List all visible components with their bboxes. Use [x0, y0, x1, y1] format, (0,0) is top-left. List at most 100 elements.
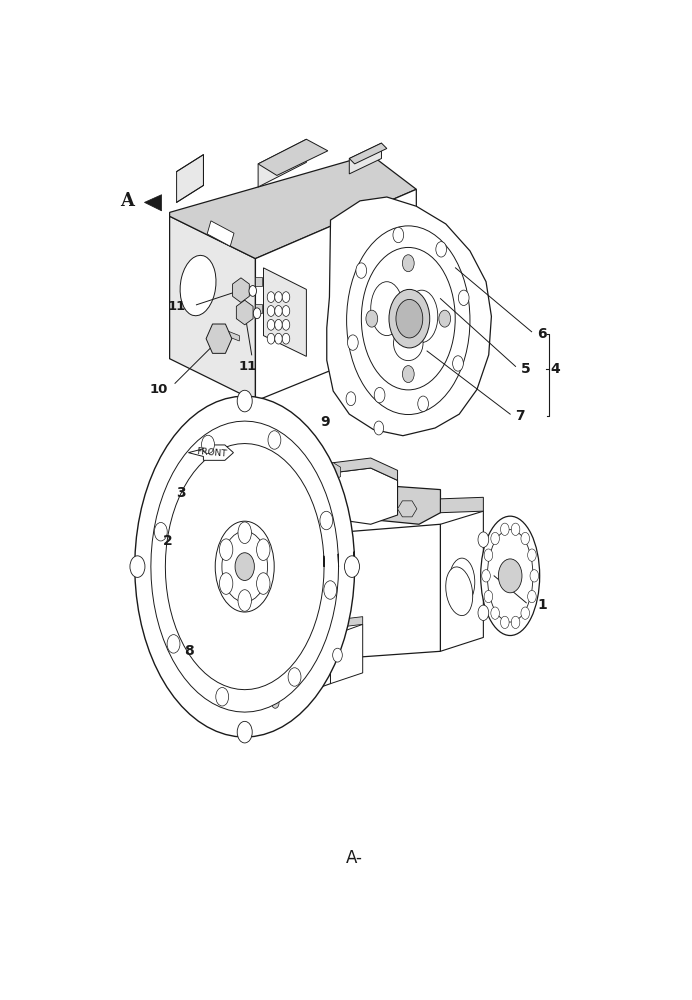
Polygon shape: [151, 421, 338, 712]
Circle shape: [268, 431, 281, 449]
Circle shape: [396, 299, 423, 338]
Circle shape: [275, 333, 282, 344]
Polygon shape: [176, 155, 203, 202]
Circle shape: [374, 387, 385, 403]
Polygon shape: [170, 216, 255, 401]
Polygon shape: [250, 628, 295, 696]
Circle shape: [237, 390, 252, 412]
Circle shape: [402, 366, 415, 383]
Polygon shape: [258, 139, 307, 187]
Circle shape: [205, 657, 212, 667]
Polygon shape: [231, 514, 277, 640]
Polygon shape: [233, 278, 249, 302]
Circle shape: [402, 255, 415, 272]
Polygon shape: [218, 507, 277, 663]
Circle shape: [275, 319, 282, 330]
Polygon shape: [326, 463, 340, 481]
Text: 9: 9: [320, 415, 329, 429]
Ellipse shape: [361, 247, 455, 390]
Circle shape: [154, 522, 167, 541]
Circle shape: [299, 660, 309, 674]
Circle shape: [511, 616, 520, 629]
Polygon shape: [397, 501, 417, 517]
Circle shape: [482, 570, 491, 582]
Circle shape: [235, 553, 255, 580]
Polygon shape: [441, 497, 483, 513]
Circle shape: [478, 532, 489, 547]
Ellipse shape: [406, 290, 438, 343]
Ellipse shape: [219, 539, 233, 560]
Polygon shape: [291, 468, 397, 524]
Circle shape: [237, 721, 252, 743]
Ellipse shape: [180, 255, 216, 316]
Polygon shape: [331, 624, 363, 684]
Circle shape: [267, 333, 275, 344]
Circle shape: [491, 607, 500, 619]
Text: 4: 4: [550, 362, 560, 376]
Ellipse shape: [347, 226, 470, 415]
Circle shape: [498, 559, 522, 593]
Text: 7: 7: [516, 409, 525, 423]
Circle shape: [418, 396, 428, 411]
Circle shape: [267, 319, 275, 330]
Circle shape: [249, 286, 257, 296]
Polygon shape: [295, 636, 331, 696]
Circle shape: [275, 306, 282, 316]
Circle shape: [530, 570, 538, 582]
Circle shape: [393, 227, 403, 243]
Circle shape: [374, 421, 383, 435]
Circle shape: [130, 556, 145, 577]
Ellipse shape: [487, 530, 533, 622]
Polygon shape: [331, 617, 363, 628]
Polygon shape: [327, 197, 491, 436]
Circle shape: [271, 698, 279, 708]
Ellipse shape: [238, 590, 251, 611]
Ellipse shape: [449, 558, 475, 606]
Circle shape: [527, 549, 536, 561]
Circle shape: [253, 671, 263, 685]
Ellipse shape: [481, 516, 540, 636]
Polygon shape: [295, 628, 331, 638]
Polygon shape: [255, 277, 262, 286]
Circle shape: [216, 688, 228, 706]
Polygon shape: [264, 268, 307, 356]
Circle shape: [253, 308, 261, 319]
Text: 11: 11: [238, 360, 257, 373]
Text: 5: 5: [521, 362, 531, 376]
Polygon shape: [218, 478, 441, 537]
Polygon shape: [188, 445, 233, 460]
Circle shape: [366, 310, 378, 327]
Polygon shape: [255, 304, 262, 313]
Polygon shape: [349, 143, 381, 174]
Circle shape: [237, 569, 247, 583]
Text: 11: 11: [167, 300, 185, 313]
Polygon shape: [206, 324, 232, 353]
Circle shape: [491, 532, 500, 545]
Text: 2: 2: [163, 534, 172, 548]
Polygon shape: [258, 139, 328, 175]
Circle shape: [347, 335, 358, 350]
Circle shape: [453, 356, 464, 371]
Ellipse shape: [222, 531, 268, 602]
Circle shape: [282, 306, 290, 316]
Polygon shape: [228, 331, 239, 341]
Circle shape: [282, 319, 290, 330]
Circle shape: [267, 292, 275, 302]
Ellipse shape: [215, 521, 274, 612]
Circle shape: [389, 289, 430, 348]
Polygon shape: [145, 195, 162, 211]
Circle shape: [167, 635, 180, 653]
Polygon shape: [237, 300, 253, 325]
Ellipse shape: [446, 567, 473, 616]
Text: 10: 10: [149, 383, 168, 396]
Circle shape: [237, 527, 247, 541]
Polygon shape: [170, 155, 417, 259]
Circle shape: [458, 290, 469, 306]
Circle shape: [345, 556, 359, 577]
Text: 3: 3: [176, 486, 185, 500]
Circle shape: [267, 306, 275, 316]
Polygon shape: [207, 221, 234, 246]
Circle shape: [201, 435, 215, 454]
Text: 8: 8: [184, 644, 194, 658]
Ellipse shape: [257, 573, 270, 594]
